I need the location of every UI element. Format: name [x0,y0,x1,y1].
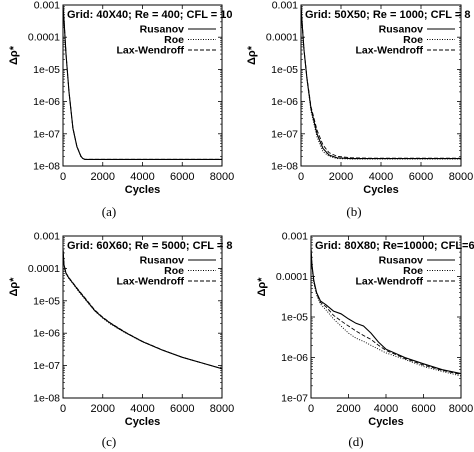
y-tick-label: 1e-08 [33,161,60,173]
y-tick-label: 1e-06 [33,96,60,108]
chart-panel-d: 0.001 0.0001 1e-05 1e-06 1e-070 2000 4000 6000 8… [256,231,474,450]
x-tick-label: 6000 [170,403,194,415]
x-tick-label: 2000 [91,403,115,415]
legend-label: Roe [164,34,184,46]
y-tick-label: 1e-08 [33,393,60,405]
x-tick-label: 8000 [449,171,473,183]
x-tick-label: 2000 [336,403,360,415]
legend-label: Rusanov [140,255,185,267]
x-tick-label: 4000 [374,403,398,415]
y-axis-label: Δρ* [8,277,20,297]
y-tick-label: 1e-05 [271,64,298,76]
y-tick-label: 1e-07 [281,393,308,405]
y-tick-label: 1e-05 [33,295,60,307]
series-line-lax-wendroff [63,5,222,160]
x-tick-label: 0 [298,171,304,183]
y-tick-label: 1e-07 [33,360,60,372]
x-axis-label: Cycles [125,416,160,428]
series-group [63,5,222,160]
x-tick-label: 4000 [369,171,393,183]
y-tick-label: 0.001 [34,0,60,12]
panel-annotation: Grid: 50X50; Re = 1000; CFL = 8 [305,9,470,21]
x-tick-label: 4000 [130,403,154,415]
x-axis-label: Cycles [368,416,403,428]
series-line-rusanov [63,248,222,370]
legend-label: Roe [403,34,423,46]
legend-label: Roe [164,265,184,277]
y-tick-label: 1e-05 [281,312,308,324]
y-tick-label: 1e-05 [33,64,60,76]
panel-caption: (c) [102,434,116,449]
panel-annotation: Grid: 60X60; Re = 5000; CFL = 8 [67,240,232,252]
y-tick-label: 0.001 [34,231,60,243]
y-axis-label: Δρ* [8,45,20,65]
panel-annotation: Grid: 80X80; Re=10000; CFL=6 [315,240,474,252]
y-tick-label: 1e-08 [271,161,298,173]
panel-caption: (b) [346,204,361,219]
y-tick-label: 1e-07 [271,128,298,140]
series-line-lax-wendroff [63,248,222,370]
x-axis-label: Cycles [125,184,160,196]
series-line-roe [311,248,461,377]
chart-panel-c: 0.001 0.0001 1e-05 1e-06 1e-07 1e-080 2000 4000… [8,231,234,450]
y-tick-label: 1e-06 [33,328,60,340]
y-tick-label: 0.001 [282,231,308,243]
y-tick-label: 0.0001 [28,32,60,44]
x-tick-label: 2000 [329,171,353,183]
series-line-rusanov [311,248,461,375]
panel-caption: (a) [102,204,116,219]
series-line-roe [301,5,461,160]
x-tick-label: 2000 [91,171,115,183]
legend-label: Rusanov [379,24,424,36]
y-tick-label: 0.0001 [276,271,308,283]
y-tick-label: 1e-06 [281,352,308,364]
legend-label: Lax-Wendroff [356,276,424,288]
x-axis-label: Cycles [363,184,398,196]
y-tick-label: 0.0001 [266,32,298,44]
legend-label: Lax-Wendroff [356,45,424,57]
panel-annotation: Grid: 40X40; Re = 400; CFL = 10 [67,9,232,21]
series-group [301,5,461,160]
legend-label: Roe [403,265,423,277]
chart-panel-a: 0.001 0.0001 1e-05 1e-06 1e-07 1e-080 2000 4000… [8,0,234,219]
y-tick-label: 0.0001 [28,263,60,275]
legend-label: Rusanov [379,255,424,267]
x-tick-label: 6000 [411,403,435,415]
y-tick-label: 1e-06 [271,96,298,108]
series-line-lax-wendroff [311,248,461,375]
x-tick-label: 0 [60,403,66,415]
x-tick-label: 8000 [210,403,234,415]
x-tick-label: 8000 [449,403,473,415]
series-line-lax-wendroff [301,5,461,159]
y-axis-label: Δρ* [256,277,268,297]
series-line-roe [63,248,222,370]
y-tick-label: 0.001 [272,0,298,12]
legend-label: Rusanov [140,24,185,36]
panel-caption: (d) [348,434,363,449]
chart-panel-b: 0.001 0.0001 1e-05 1e-06 1e-07 1e-080 2000 4000… [246,0,473,219]
series-group [63,248,222,370]
series-group [311,248,461,377]
x-tick-label: 8000 [210,171,234,183]
y-axis-label: Δρ* [246,45,258,65]
x-tick-label: 6000 [409,171,433,183]
x-tick-label: 0 [308,403,314,415]
legend-label: Lax-Wendroff [117,45,185,57]
x-tick-label: 0 [60,171,66,183]
x-tick-label: 4000 [130,171,154,183]
x-tick-label: 6000 [170,171,194,183]
legend-label: Lax-Wendroff [117,276,185,288]
y-tick-label: 1e-07 [33,128,60,140]
